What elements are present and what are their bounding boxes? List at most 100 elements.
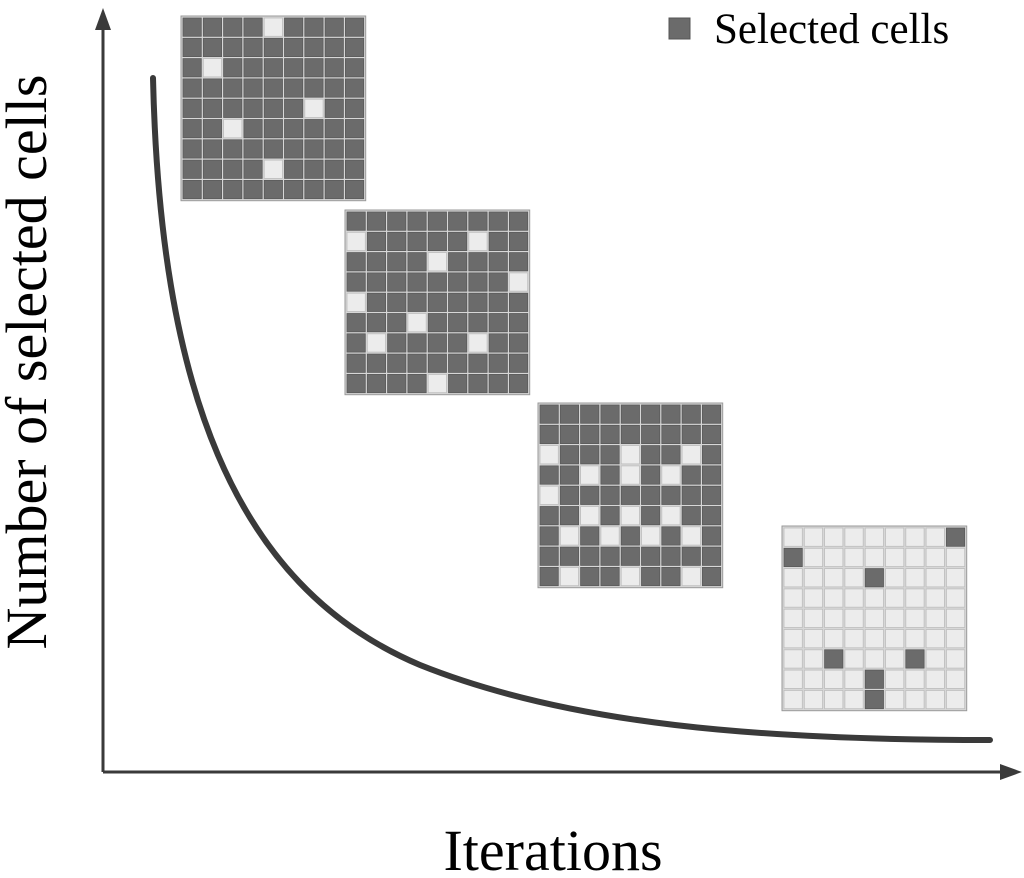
selected-cell	[448, 272, 468, 292]
selected-cell	[508, 231, 529, 252]
unselected-cell	[844, 527, 864, 547]
selected-cell	[702, 526, 722, 546]
selected-cell	[223, 98, 243, 118]
unselected-cell	[824, 669, 844, 689]
selected-cell	[324, 17, 344, 37]
selected-cell	[488, 211, 508, 231]
unselected-cell	[864, 547, 884, 567]
unselected-cell	[641, 526, 661, 546]
selected-cell	[427, 353, 447, 373]
selected-cell	[559, 546, 579, 566]
selected-cell	[468, 353, 488, 373]
unselected-cell	[508, 272, 529, 292]
selected-cell	[702, 445, 722, 465]
unselected-cell	[864, 649, 884, 669]
unselected-cell	[946, 629, 966, 649]
selected-cell	[366, 313, 386, 333]
selected-cell	[559, 424, 579, 444]
selected-cell	[324, 78, 344, 98]
selected-cell	[468, 211, 488, 231]
selected-cell	[681, 404, 701, 424]
selected-cell	[202, 78, 223, 98]
unselected-cell	[427, 252, 447, 272]
selected-cell	[468, 292, 488, 312]
unselected-cell	[539, 445, 559, 465]
selected-cell	[681, 506, 701, 526]
selected-cell	[559, 506, 579, 526]
selected-cell	[346, 333, 366, 353]
selected-cell	[681, 465, 701, 485]
unselected-cell	[803, 568, 823, 588]
unselected-cell	[539, 485, 559, 505]
unselected-cell	[600, 526, 620, 546]
selected-cell	[407, 231, 427, 252]
unselected-cell	[844, 608, 864, 628]
selected-cell	[620, 424, 640, 444]
selected-cell	[488, 313, 508, 333]
grid-border	[781, 525, 968, 712]
selected-cell	[284, 159, 304, 179]
selected-cell	[263, 78, 283, 98]
selected-cell	[702, 506, 722, 526]
selected-cell	[407, 373, 427, 394]
selected-cell	[559, 485, 579, 505]
unselected-cell	[844, 669, 864, 689]
unselected-cell	[905, 568, 925, 588]
selected-cell	[304, 119, 324, 139]
selected-cell	[304, 17, 324, 37]
unselected-cell	[844, 547, 864, 567]
unselected-cell	[905, 527, 925, 547]
y-axis-arrow	[95, 8, 111, 30]
selected-cell	[580, 424, 600, 444]
selected-cell	[284, 139, 304, 159]
selected-cell	[427, 313, 447, 333]
unselected-cell	[844, 568, 864, 588]
selected-cell	[620, 546, 640, 566]
selected-cell	[304, 179, 324, 200]
selected-cell	[263, 119, 283, 139]
selected-cell	[304, 37, 324, 57]
grid-border	[537, 402, 724, 589]
unselected-cell	[824, 690, 844, 710]
selected-cell	[946, 527, 966, 547]
selected-cell	[182, 119, 202, 139]
selected-cell	[600, 445, 620, 465]
unselected-cell	[783, 527, 803, 547]
selected-cell	[508, 211, 529, 231]
selected-cell	[243, 17, 263, 37]
unselected-cell	[783, 608, 803, 628]
selected-cell	[661, 404, 681, 424]
unselected-cell	[559, 526, 579, 546]
selected-cell	[366, 252, 386, 272]
selected-cell	[304, 78, 324, 98]
unselected-cell	[946, 568, 966, 588]
selected-cell	[448, 333, 468, 353]
selected-cell	[559, 445, 579, 465]
unselected-cell	[783, 690, 803, 710]
unselected-cell	[864, 588, 884, 608]
selected-cell	[864, 669, 884, 689]
unselected-cell	[681, 526, 701, 546]
unselected-cell	[844, 690, 864, 710]
unselected-cell	[620, 567, 640, 587]
unselected-cell	[885, 568, 905, 588]
selected-cell	[580, 445, 600, 465]
grid-border	[344, 209, 531, 396]
selected-cell	[202, 159, 223, 179]
selected-cell	[346, 313, 366, 333]
selected-cell	[681, 546, 701, 566]
selected-cell	[223, 179, 243, 200]
unselected-cell	[925, 588, 945, 608]
selected-cell	[539, 506, 559, 526]
unselected-cell	[580, 506, 600, 526]
unselected-cell	[946, 690, 966, 710]
legend: Selected cells	[668, 6, 949, 53]
selected-cell	[661, 424, 681, 444]
selected-cell	[539, 546, 559, 566]
selected-cell	[407, 292, 427, 312]
unselected-cell	[925, 608, 945, 628]
unselected-cell	[885, 669, 905, 689]
unselected-cell	[407, 313, 427, 333]
selected-cell	[284, 98, 304, 118]
selected-cell	[284, 78, 304, 98]
